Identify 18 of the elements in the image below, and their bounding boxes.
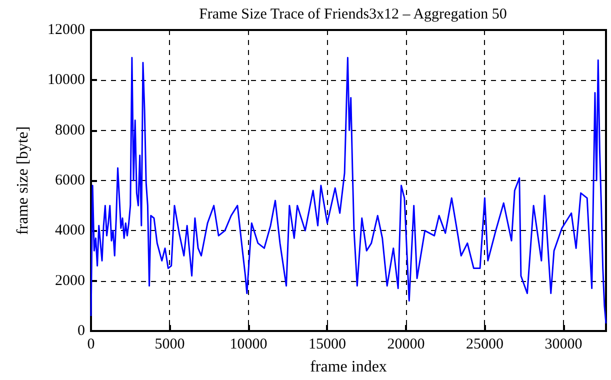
x-tick-label: 20000: [387, 336, 425, 352]
x-tick-label: 5000: [154, 336, 185, 352]
x-tick-label: 0: [87, 336, 95, 352]
x-tick-label: 15000: [308, 336, 346, 352]
y-tick-label: 0: [78, 323, 85, 339]
x-tick-label: 30000: [544, 336, 582, 352]
y-tick-label: 6000: [55, 172, 85, 188]
x-axis-title: frame index: [310, 358, 387, 376]
y-tick-label: 2000: [55, 272, 85, 289]
x-tick-label: 25000: [466, 336, 504, 352]
y-tick-label: 8000: [55, 122, 85, 138]
y-tick-label: 4000: [55, 222, 85, 239]
x-tick-label: 10000: [230, 336, 268, 352]
y-tick-label: 12000: [48, 22, 85, 38]
chart-title: Frame Size Trace of Friends3x12 – Aggregation 50: [199, 6, 507, 22]
y-tick-label: 10000: [48, 72, 85, 88]
y-axis-title: frame size [byte]: [14, 126, 32, 235]
line-series: [90, 56, 607, 324]
